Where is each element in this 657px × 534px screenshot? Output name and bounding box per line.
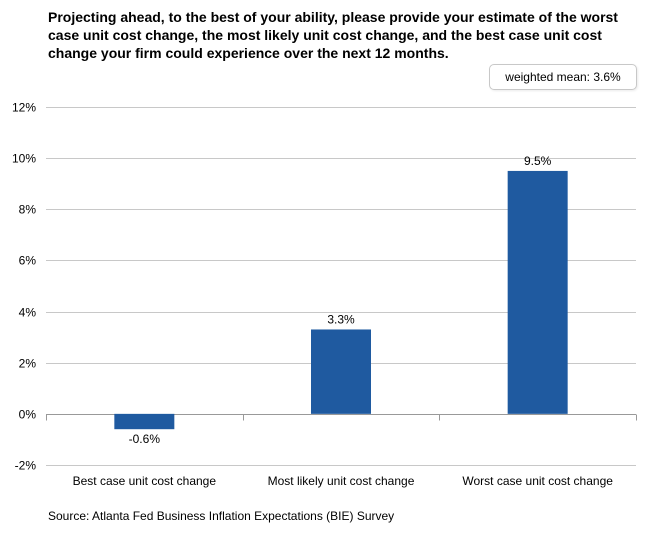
data-label: 9.5%: [524, 154, 552, 168]
y-tick-label: -2%: [15, 459, 37, 473]
x-axis-ticks: Best case unit cost change Most likely un…: [46, 414, 637, 488]
y-axis-ticks: -2% 0% 2% 4% 6% 8% 10% 12%: [12, 101, 36, 473]
x-category-label: Worst case unit cost change: [462, 474, 613, 488]
bar: [507, 170, 568, 414]
y-tick-label: 2%: [19, 357, 37, 371]
data-label: 3.3%: [327, 312, 355, 326]
weighted-mean-annotation: weighted mean: 3.6%: [489, 64, 637, 90]
x-category-label: Best case unit cost change: [73, 474, 217, 488]
y-tick-label: 10%: [12, 152, 36, 166]
bar: [114, 413, 175, 430]
source-note: Source: Atlanta Fed Business Inflation E…: [48, 509, 395, 523]
bars: [114, 170, 568, 430]
y-tick-label: 12%: [12, 101, 36, 115]
x-category-label: Most likely unit cost change: [268, 474, 415, 488]
y-tick-label: 8%: [19, 203, 37, 217]
y-tick-label: 0%: [19, 408, 37, 422]
y-tick-label: 6%: [19, 254, 37, 268]
data-labels: -0.6% 3.3% 9.5%: [129, 154, 552, 446]
chart-title: Projecting ahead, to the best of your ab…: [48, 9, 618, 61]
bar: [311, 329, 371, 414]
data-label: -0.6%: [129, 432, 161, 446]
y-tick-label: 4%: [19, 306, 37, 320]
